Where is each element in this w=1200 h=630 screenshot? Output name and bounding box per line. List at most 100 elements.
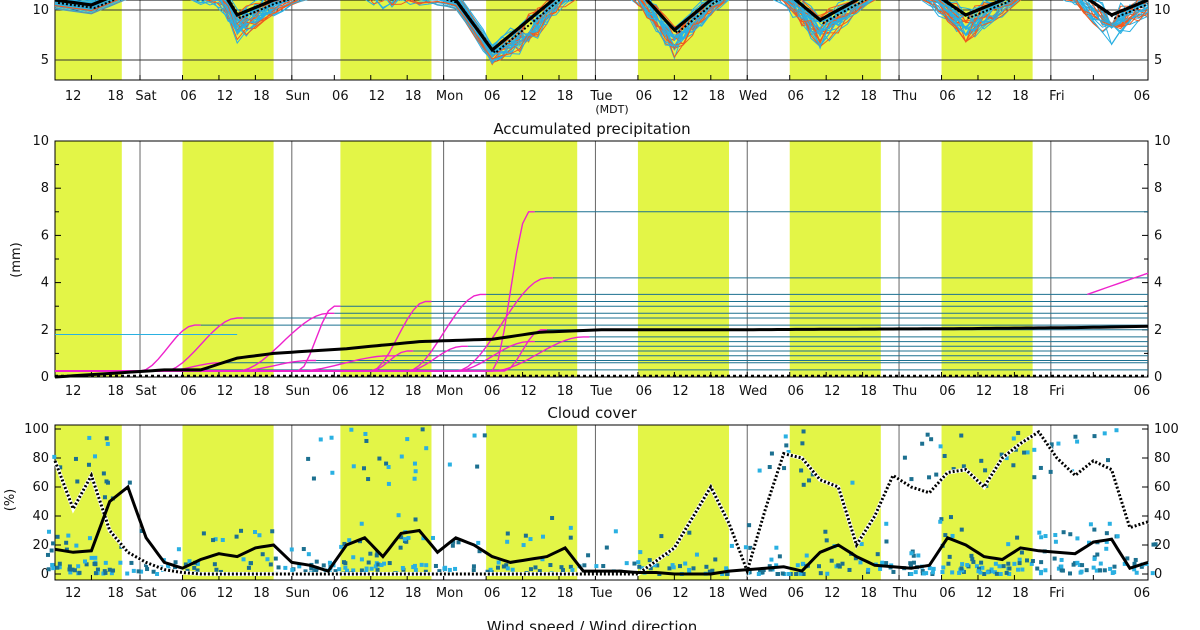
cloud-member-point [374, 553, 379, 558]
cloud-member-point [1153, 542, 1158, 547]
precip-time-label: 12 [520, 384, 537, 399]
cloud-member-point [1075, 536, 1080, 541]
cloud-member-point [769, 557, 774, 562]
cloud-ytick-label: 100 [24, 422, 49, 437]
cloud-member-point [399, 535, 404, 540]
cloud-member-point [212, 562, 217, 567]
temp-dotted-line [57, 0, 1148, 55]
cloud-member-point [67, 564, 72, 569]
cloud-mean-line [54, 484, 1149, 576]
cloud-member-point [687, 567, 692, 572]
cloud-member-point [938, 444, 943, 449]
cloud-member-point [349, 427, 354, 432]
cloud-member-point [386, 481, 391, 486]
cloud-member-point [847, 567, 852, 572]
cloud-member-point [1006, 561, 1011, 566]
cloud-member-point [804, 553, 809, 558]
cloud-member-point [777, 554, 782, 559]
cloud-member-point [151, 569, 156, 574]
cloud-member-point [131, 568, 136, 573]
cloud-member-point [960, 568, 965, 573]
cloud-member-point [748, 545, 753, 550]
cloud-member-point [652, 563, 657, 568]
cloud-member-point [959, 527, 964, 532]
cloud-member-point [1006, 542, 1011, 547]
temp-time-label: Sat [135, 89, 156, 104]
cloud-member-point [1092, 556, 1097, 561]
cloud-member-point [710, 568, 715, 573]
cloud-member-point [794, 572, 799, 576]
cloud-member-point [998, 572, 1003, 576]
cloud-member-point [1134, 570, 1139, 575]
cloud-member-point [72, 568, 77, 573]
cloud-time-label: Fri [1049, 586, 1065, 601]
cloud-time-label: Mon [436, 586, 463, 601]
precip-time-label: 12 [672, 384, 689, 399]
cloud-member-point [1114, 428, 1119, 433]
cloud-ytick-label: 80 [32, 451, 49, 466]
precip-ytick-label: 6 [41, 228, 49, 243]
cloud-member-point [501, 564, 506, 569]
cloud-member-point [337, 567, 342, 572]
cloud-member-point [505, 539, 510, 544]
cloud-member-point [961, 464, 966, 469]
cloud-member-point [485, 569, 490, 574]
cloud-time-label: 18 [107, 586, 124, 601]
cloud-member-point [667, 566, 672, 571]
cloud-member-point [239, 528, 244, 533]
cloud-member-point [1016, 430, 1021, 435]
cloud-member-point [400, 565, 405, 570]
cloud-ytick-label-right: 0 [1154, 567, 1162, 582]
cloud-member-point [101, 471, 106, 476]
cloud-member-point [1053, 539, 1058, 544]
cloud-member-point [1067, 571, 1072, 576]
cloud-member-point [183, 562, 188, 567]
cloud-member-point [1092, 434, 1097, 439]
cloud-dotted-line [53, 429, 1149, 576]
cloud-member-point [504, 563, 509, 568]
cloud-member-point [801, 429, 806, 434]
precipitation-ylabel: (mm) [9, 242, 24, 277]
temp-time-label: 06 [332, 89, 349, 104]
cloud-member-point [488, 567, 493, 572]
cloud-daylight-band [182, 425, 274, 580]
cloud-member-point [1102, 431, 1107, 436]
cloud-time-label: 06 [180, 586, 197, 601]
cloud-member-point [604, 545, 609, 550]
cloud-time-label: 12 [368, 586, 385, 601]
cloud-ytick-label: 20 [32, 538, 49, 553]
cloud-time-label: 18 [405, 586, 422, 601]
cloud-member-point [329, 435, 334, 440]
cloud-member-point [946, 561, 951, 566]
cloud-member-point [769, 451, 774, 456]
cloud-member-point [902, 455, 907, 460]
temp-time-label: 18 [107, 89, 124, 104]
cloud-member-point [50, 562, 55, 567]
cloud-member-point [301, 547, 306, 552]
cloud-member-point [694, 552, 699, 557]
cloud-member-point [927, 475, 932, 480]
cloud-member-point [342, 541, 347, 546]
cloud-member-point [111, 568, 116, 573]
cloud-daylight-band [486, 425, 578, 580]
cloud-member-point [87, 435, 92, 440]
cloud-member-point [941, 565, 946, 570]
cloud-member-point [57, 561, 62, 566]
cloud-member-point [1102, 568, 1107, 573]
cloud-member-point [1037, 530, 1042, 535]
precip-time-label: 06 [787, 384, 804, 399]
cloud-member-point [70, 567, 75, 572]
cloud-time-label: 06 [332, 586, 349, 601]
cloud-ytick-label: 0 [41, 567, 49, 582]
cloud-member-point [601, 564, 606, 569]
cloud-member-point [891, 569, 896, 574]
cloud-member-point [997, 564, 1002, 569]
cloud-member-point [837, 564, 842, 569]
cloud-member-point [582, 563, 587, 568]
cloud-member-point [366, 477, 371, 482]
cloud-member-point [1104, 531, 1109, 536]
cloud-member-point [318, 437, 323, 442]
cloud-member-point [866, 567, 871, 572]
cloud-member-point [1032, 447, 1037, 452]
cloud-member-point [384, 461, 389, 466]
